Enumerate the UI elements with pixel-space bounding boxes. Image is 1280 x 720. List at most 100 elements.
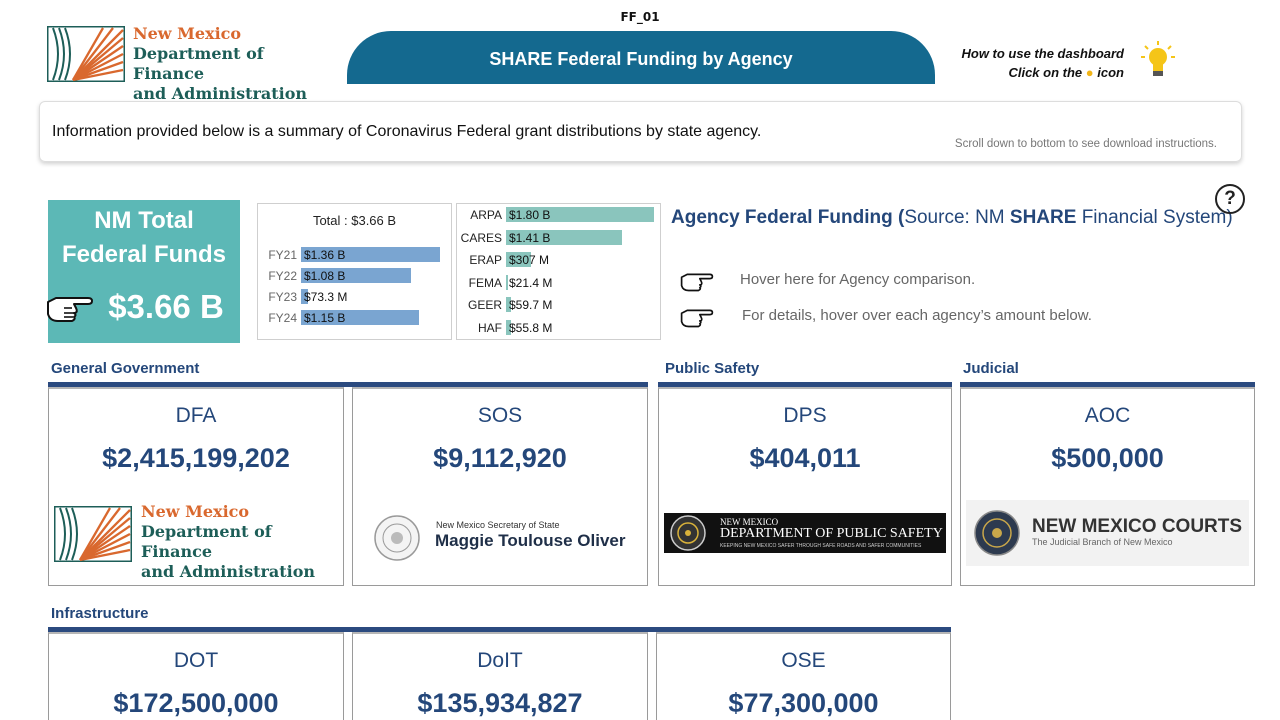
help-icon[interactable]: ? xyxy=(1215,184,1245,214)
section-divider xyxy=(658,382,952,387)
category-label: FY22 xyxy=(268,269,297,283)
pointing-hand-icon xyxy=(680,273,714,292)
agency-federal-funding-title: Agency Federal Funding (Source: NM SHARE… xyxy=(671,207,1233,228)
bar-value-label: $55.8 M xyxy=(509,321,553,335)
sos-logo-small: New Mexico Secretary of State xyxy=(436,520,560,530)
mini-bulb-icon: ● xyxy=(1085,65,1094,80)
dps-logo-name: DEPARTMENT OF PUBLIC SAFETY xyxy=(720,526,943,541)
bar-value-label: $59.7 M xyxy=(509,298,553,313)
agency-comparison-hint[interactable]: Hover here for Agency comparison. xyxy=(740,271,976,288)
courts-seal-icon xyxy=(974,510,1020,556)
info-panel xyxy=(39,101,1242,162)
category-label: ARPA xyxy=(470,208,502,222)
category-label: ERAP xyxy=(469,253,502,268)
bar[interactable] xyxy=(301,310,419,325)
howto-line-1: How to use the dashboard xyxy=(961,46,1124,61)
dps-badge-icon xyxy=(670,515,706,551)
pointing-hand-icon xyxy=(47,297,93,322)
section-infrastructure: Infrastructure xyxy=(51,605,149,622)
fy-chart-total: Total : $3.66 B xyxy=(312,213,397,228)
agency-card-dfa: DFA $2,415,199,202 New Mexico Department… xyxy=(48,387,344,586)
agency-name: DoIT xyxy=(477,649,523,672)
bar-value-label: $21.4 M xyxy=(509,275,553,290)
bar-value-label: $1.08 B xyxy=(304,269,346,283)
dashboard-title-banner: SHARE Federal Funding by Agency xyxy=(347,31,935,84)
program-chart[interactable] xyxy=(456,203,661,340)
bar[interactable] xyxy=(506,274,508,290)
agency-name: AOC xyxy=(1084,404,1131,427)
agency-name: DOT xyxy=(173,649,219,672)
howto-line-2: Click on the ● icon xyxy=(1008,65,1124,80)
courts-logo-name: NEW MEXICO COURTS xyxy=(1032,516,1243,537)
section-divider xyxy=(48,382,648,387)
category-label: FY21 xyxy=(268,248,297,262)
agency-name: DFA xyxy=(175,404,217,427)
category-label: FY24 xyxy=(268,311,297,325)
pointing-hand-icon xyxy=(680,309,714,328)
agency-name: DPS xyxy=(783,404,827,427)
dfa-logo-line-2: Department of Finance xyxy=(133,44,264,83)
agency-card-sos: SOS $9,112,920 New Mexico Secretary of S… xyxy=(352,387,648,586)
info-text: Information provided below is a summary … xyxy=(52,123,762,140)
agency-amount[interactable]: $9,112,920 xyxy=(433,443,567,473)
bar-value-label: $1.15 B xyxy=(304,311,346,325)
bar[interactable] xyxy=(301,247,440,262)
bar-value-label: $307 M xyxy=(509,253,550,268)
category-label: HAF xyxy=(478,321,502,335)
bar-value-label: $1.36 B xyxy=(304,248,346,262)
agency-card-doit: DoIT $135,934,827 xyxy=(352,632,648,720)
bar[interactable] xyxy=(506,320,511,335)
section-general-government: General Government xyxy=(51,360,200,377)
category-label: FEMA xyxy=(468,275,502,290)
bar[interactable] xyxy=(301,268,411,283)
dfa-logo-mark-icon xyxy=(47,26,125,82)
agency-name: OSE xyxy=(781,649,826,672)
dfa-card-logo-text: New Mexico Department of Finance and Adm… xyxy=(141,502,316,581)
sos-logo-name: Maggie Toulouse Oliver xyxy=(435,531,626,550)
section-divider xyxy=(960,382,1255,387)
bar[interactable] xyxy=(506,297,511,313)
bar[interactable] xyxy=(506,207,654,222)
agency-amount[interactable]: $404,011 xyxy=(749,443,861,473)
section-public-safety: Public Safety xyxy=(665,360,760,377)
courts-logo-subtitle: The Judicial Branch of New Mexico xyxy=(1032,537,1173,547)
total-card-title: NM Total Federal Funds xyxy=(61,207,227,268)
lightbulb-icon[interactable] xyxy=(1140,40,1176,80)
dps-logo-small: NEW MEXICO xyxy=(720,517,779,527)
total-card-inner-panel xyxy=(92,276,240,343)
agency-card-dps: DPS $404,011 NEW MEXICO DEPARTMENT OF PU… xyxy=(658,387,952,586)
bar[interactable] xyxy=(301,289,308,304)
bar[interactable] xyxy=(506,229,622,245)
agency-card-dot: DOT $172,500,000 xyxy=(48,632,344,720)
program-bars-area: ARPA $1.80 B CARES $1.41 B ERAP $307 M FEMA $21… xyxy=(456,203,661,340)
howto-instructions: How to use the dashboard Click on the ● … xyxy=(940,44,1124,82)
dfa-logo-mark-icon xyxy=(54,506,132,562)
agency-amount[interactable]: $135,934,827 xyxy=(417,688,583,718)
agency-amount[interactable]: $77,300,000 xyxy=(728,688,879,718)
section-divider xyxy=(48,627,951,632)
dps-logo-tagline: KEEPING NEW MEXICO SAFER THROUGH SAFE RO… xyxy=(720,543,922,549)
agency-details-hint: For details, hover over each agency’s am… xyxy=(742,307,1092,324)
bar-value-label: $1.80 B xyxy=(509,208,551,222)
agency-card-aoc: AOC $500,000 NEW MEXICO COURTS The Judic… xyxy=(960,387,1255,586)
dfa-header-logo: New Mexico Department of Finance and Adm… xyxy=(47,24,337,103)
sos-seal-icon xyxy=(374,515,420,561)
agency-card-ose: OSE $77,300,000 xyxy=(656,632,951,720)
category-label: CARES xyxy=(460,230,502,245)
dps-logo-banner xyxy=(664,513,946,553)
agency-name: SOS xyxy=(477,404,523,427)
agency-amount[interactable]: $2,415,199,202 xyxy=(102,443,290,473)
agency-amount[interactable]: $500,000 xyxy=(1051,443,1164,473)
bar-value-label: $1.41 B xyxy=(509,230,551,245)
bar-value-label: $73.3 M xyxy=(304,290,348,304)
fy-bars-area: FY21 $1.36 B FY22 $1.08 B FY23 $73.3 M FY24 $1.… xyxy=(257,203,452,340)
total-funds-value: $3.66 B xyxy=(108,288,224,325)
dfa-logo-line-1: New Mexico xyxy=(133,24,242,43)
download-instructions-note: Scroll down to bottom to see download in… xyxy=(954,138,1217,150)
category-label: FY23 xyxy=(268,290,297,304)
agency-amount[interactable]: $172,500,000 xyxy=(113,688,279,718)
section-judicial: Judicial xyxy=(963,360,1019,377)
report-code: FF_01 xyxy=(620,10,660,24)
bar[interactable] xyxy=(506,252,531,268)
category-label: GEER xyxy=(467,298,502,313)
